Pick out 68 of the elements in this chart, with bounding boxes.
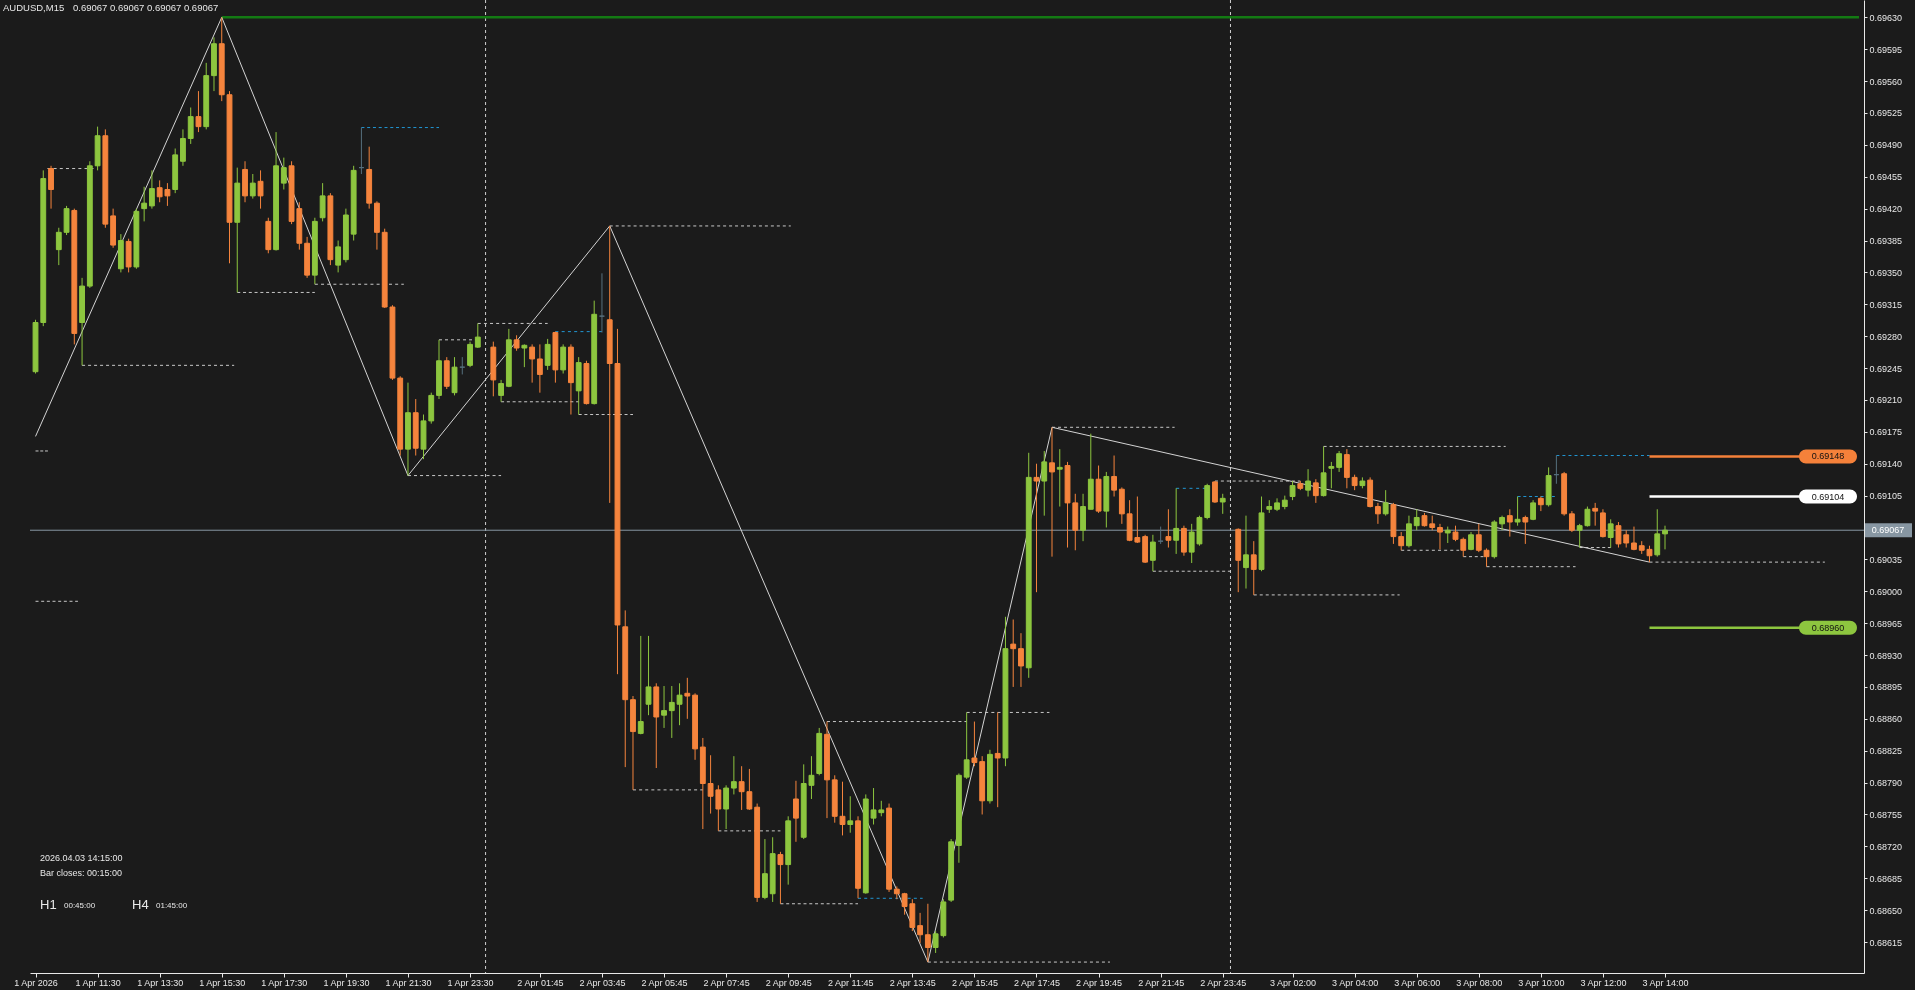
x-tick-label: 2 Apr 09:45 xyxy=(765,977,812,988)
y-tick-label: 0.68965 xyxy=(1869,618,1903,629)
x-tick-label: 3 Apr 10:00 xyxy=(1518,977,1565,988)
annotation: 00:45:00 xyxy=(64,901,96,910)
x-tick-label: 1 Apr 19:30 xyxy=(323,977,370,988)
y-tick-label: 0.69490 xyxy=(1869,140,1903,151)
y-tick-label: 0.68825 xyxy=(1869,746,1903,757)
x-tick-label: 3 Apr 04:00 xyxy=(1332,977,1379,988)
ref-line-label: 0.69067 xyxy=(1871,525,1905,536)
y-tick-label: 0.69420 xyxy=(1869,204,1903,215)
x-tick-label: 2 Apr 19:45 xyxy=(1076,977,1123,988)
x-tick-label: 2 Apr 03:45 xyxy=(579,977,626,988)
annotation: H1 xyxy=(40,897,57,912)
y-tick-label: 0.69525 xyxy=(1869,108,1903,119)
x-tick-label: 3 Apr 14:00 xyxy=(1642,977,1689,988)
x-tick-label: 1 Apr 17:30 xyxy=(261,977,308,988)
chart-title: AUDUSD,M15 xyxy=(3,2,65,13)
y-tick-label: 0.68755 xyxy=(1869,809,1903,820)
y-tick-label: 0.69630 xyxy=(1869,12,1903,23)
x-tick-label: 2 Apr 17:45 xyxy=(1013,977,1061,988)
x-tick-label: 1 Apr 23:30 xyxy=(447,977,494,988)
y-tick-label: 0.69210 xyxy=(1869,395,1903,406)
y-tick-label: 0.68860 xyxy=(1869,714,1903,725)
annotation: Bar closes: 00:15:00 xyxy=(40,868,123,878)
x-tick-label: 3 Apr 12:00 xyxy=(1580,977,1627,988)
y-tick-label: 0.69245 xyxy=(1869,363,1903,374)
y-tick-label: 0.69280 xyxy=(1869,331,1903,342)
x-tick-label: 2 Apr 21:45 xyxy=(1138,977,1185,988)
y-tick-label: 0.69175 xyxy=(1869,427,1903,438)
y-tick-label: 0.69560 xyxy=(1869,76,1903,87)
x-tick-label: 2 Apr 13:45 xyxy=(889,977,936,988)
data-label: 0.69104 xyxy=(1811,491,1845,502)
y-tick-label: 0.68790 xyxy=(1869,778,1903,789)
x-tick-label: 2 Apr 15:45 xyxy=(951,977,998,988)
x-tick-label: 3 Apr 06:00 xyxy=(1394,977,1441,988)
y-tick-label: 0.69105 xyxy=(1869,491,1903,502)
y-tick-label: 0.68685 xyxy=(1869,873,1903,884)
y-tick-label: 0.69385 xyxy=(1869,236,1903,247)
x-tick-label: 1 Apr 21:30 xyxy=(385,977,432,988)
y-tick-label: 0.69140 xyxy=(1869,459,1903,470)
x-tick-label: 1 Apr 13:30 xyxy=(137,977,184,988)
x-tick-label: 1 Apr 11:30 xyxy=(75,977,121,988)
annotation: 2026.04.03 14:15:00 xyxy=(40,853,123,863)
y-tick-label: 0.69035 xyxy=(1869,554,1903,565)
y-tick-label: 0.69595 xyxy=(1869,44,1903,55)
annotation: 01:45:00 xyxy=(156,901,188,910)
x-tick-label: 2 Apr 23:45 xyxy=(1200,977,1247,988)
y-tick-label: 0.69000 xyxy=(1869,586,1903,597)
x-tick-label: 3 Apr 08:00 xyxy=(1456,977,1503,988)
y-tick-label: 0.69455 xyxy=(1869,172,1903,183)
y-tick-label: 0.69315 xyxy=(1869,299,1903,310)
x-tick-label: 3 Apr 02:00 xyxy=(1270,977,1317,988)
x-tick-label: 2 Apr 11:45 xyxy=(828,977,874,988)
y-tick-label: 0.69350 xyxy=(1869,267,1903,278)
y-tick-label: 0.68650 xyxy=(1869,905,1903,916)
x-tick-label: 2 Apr 05:45 xyxy=(641,977,688,988)
data-label: 0.68960 xyxy=(1811,622,1845,633)
x-tick-label: 2 Apr 01:45 xyxy=(517,977,564,988)
y-tick-label: 0.68930 xyxy=(1869,650,1903,661)
y-tick-label: 0.68615 xyxy=(1869,937,1903,948)
y-tick-label: 0.68720 xyxy=(1869,841,1903,852)
x-tick-label: 1 Apr 2026 xyxy=(14,977,58,988)
annotation: H4 xyxy=(132,897,149,912)
x-tick-label: 1 Apr 15:30 xyxy=(199,977,246,988)
x-tick-label: 2 Apr 07:45 xyxy=(703,977,750,988)
y-tick-label: 0.68895 xyxy=(1869,682,1903,693)
chart-subtitle: 0.69067 0.69067 0.69067 0.69067 xyxy=(73,2,219,13)
data-label: 0.69148 xyxy=(1811,451,1845,462)
